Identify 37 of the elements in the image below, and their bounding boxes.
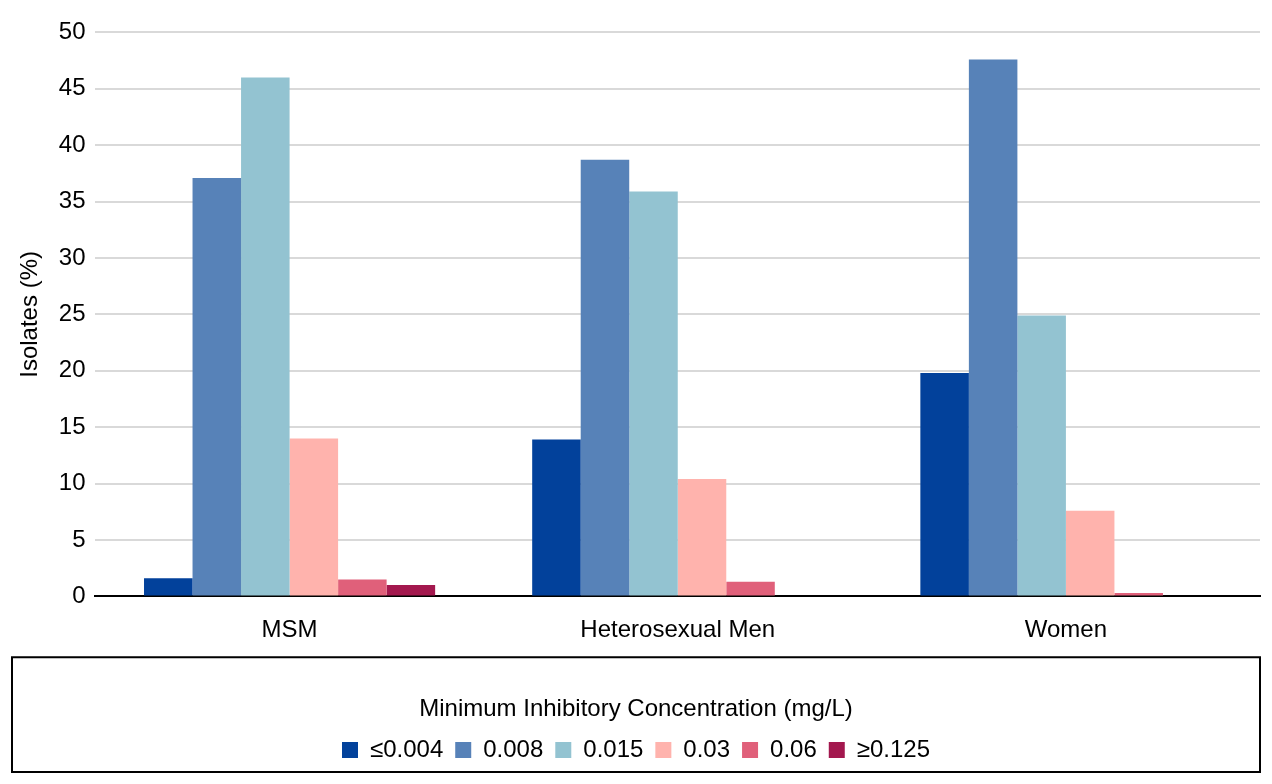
bar bbox=[1017, 315, 1066, 596]
y-tick-label: 40 bbox=[58, 129, 86, 157]
y-tick-label: 10 bbox=[58, 468, 86, 496]
bar bbox=[968, 59, 1018, 596]
y-tick-label: 50 bbox=[58, 17, 86, 45]
x-tick-label: Women bbox=[1024, 615, 1108, 643]
bar bbox=[289, 438, 339, 596]
bar bbox=[338, 579, 387, 596]
legend-label: ≥0.125 bbox=[856, 734, 930, 762]
y-tick-label: 35 bbox=[58, 186, 86, 214]
legend-label: 0.015 bbox=[583, 734, 644, 762]
bar bbox=[241, 77, 290, 596]
bar bbox=[726, 581, 775, 596]
bar bbox=[386, 585, 436, 596]
y-tick-label: 5 bbox=[72, 524, 86, 552]
x-tick-label: MSM bbox=[261, 615, 318, 643]
bar bbox=[920, 373, 969, 596]
y-tick-label: 20 bbox=[58, 355, 86, 383]
y-tick-label: 0 bbox=[72, 581, 86, 609]
legend-label: 0.008 bbox=[483, 734, 544, 762]
bar bbox=[580, 159, 630, 596]
bar bbox=[532, 439, 581, 596]
y-tick-label: 25 bbox=[58, 299, 86, 327]
y-tick-label: 30 bbox=[58, 242, 86, 270]
bar bbox=[677, 479, 727, 596]
bar bbox=[192, 177, 242, 596]
legend-label: 0.03 bbox=[683, 734, 731, 762]
y-tick-label: 45 bbox=[58, 73, 86, 101]
legend-label: 0.06 bbox=[770, 734, 817, 762]
legend-title: Minimum Inhibitory Concentration (mg/L) bbox=[419, 693, 853, 721]
y-axis-title: Isolates (%) bbox=[15, 251, 43, 378]
x-tick-label: Heterosexual Men bbox=[580, 615, 776, 643]
y-tick-label: 15 bbox=[58, 411, 86, 439]
bar bbox=[144, 578, 193, 596]
legend-label: ≤0.004 bbox=[370, 734, 444, 762]
bar bbox=[1065, 510, 1115, 596]
bar bbox=[629, 191, 678, 596]
